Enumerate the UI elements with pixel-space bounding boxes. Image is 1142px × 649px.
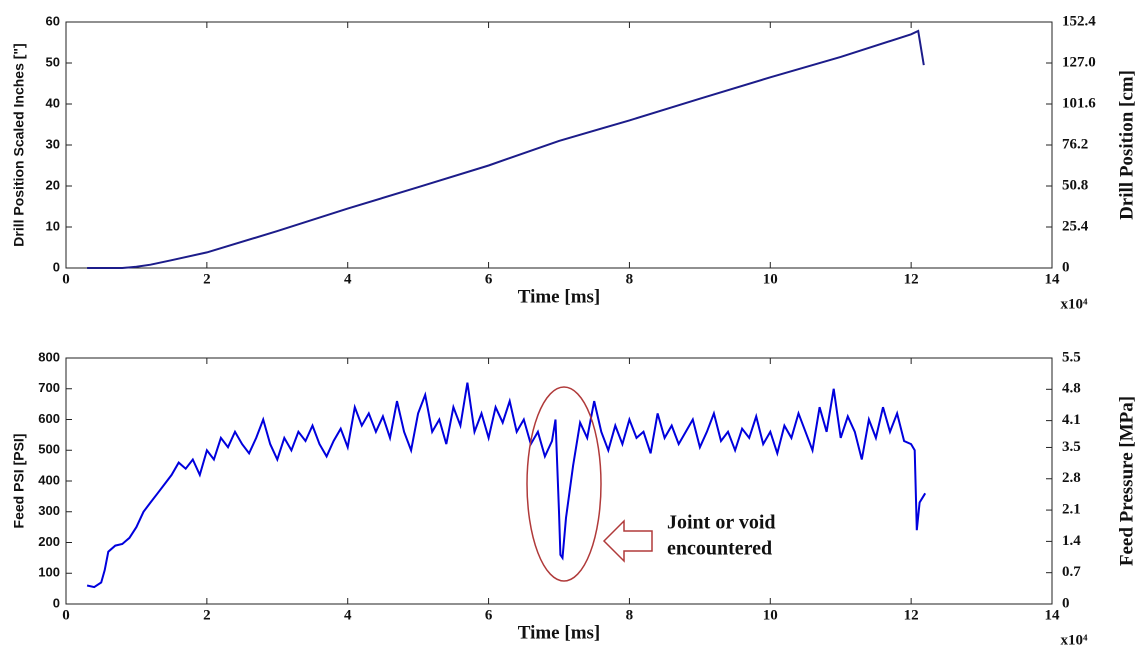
y2-tick-label: 4.1 bbox=[1062, 412, 1081, 428]
annotation-text: Joint or void bbox=[667, 512, 776, 534]
y2-tick-label: 2.1 bbox=[1062, 502, 1081, 518]
y-axis-label: Drill Position Scaled Inches ["] bbox=[11, 43, 27, 246]
y2-tick-label: 76.2 bbox=[1062, 136, 1088, 152]
y2-tick-label: 3.5 bbox=[1062, 439, 1081, 455]
y-tick-label: 0 bbox=[53, 259, 60, 274]
y2-axis-label: Feed Pressure [MPa] bbox=[1116, 396, 1137, 566]
x-tick-label: 12 bbox=[904, 607, 919, 623]
x-axis-label: Time [ms] bbox=[518, 286, 601, 307]
x-axis-label: Time [ms] bbox=[518, 622, 601, 643]
x-tick-label: 6 bbox=[485, 271, 493, 287]
y2-tick-label: 1.4 bbox=[1062, 533, 1081, 549]
y-tick-label: 700 bbox=[38, 380, 60, 395]
y2-tick-label: 4.8 bbox=[1062, 381, 1081, 397]
y-tick-label: 200 bbox=[38, 534, 60, 549]
y-tick-label: 500 bbox=[38, 442, 60, 457]
y2-tick-label: 0.7 bbox=[1062, 564, 1081, 580]
y2-tick-label: 2.8 bbox=[1062, 470, 1081, 486]
y-tick-label: 60 bbox=[46, 13, 60, 28]
y-tick-label: 600 bbox=[38, 411, 60, 426]
y2-tick-label: 101.6 bbox=[1062, 95, 1096, 111]
annotation-arrow bbox=[602, 519, 653, 563]
x-multiplier: x10⁴ bbox=[1061, 296, 1089, 312]
plot-frame bbox=[65, 21, 1053, 269]
y-tick-label: 50 bbox=[46, 54, 60, 69]
annotation-ellipse bbox=[526, 386, 602, 582]
x-tick-label: 4 bbox=[344, 607, 352, 623]
x-tick-label: 12 bbox=[904, 271, 919, 287]
y-tick-label: 40 bbox=[46, 95, 60, 110]
x-tick-label: 14 bbox=[1045, 607, 1061, 623]
y2-tick-label: 25.4 bbox=[1062, 218, 1089, 234]
x-tick-label: 10 bbox=[763, 271, 778, 287]
x-tick-label: 2 bbox=[203, 271, 211, 287]
y-tick-label: 300 bbox=[38, 503, 60, 518]
x-tick-label: 0 bbox=[62, 607, 70, 623]
x-tick-label: 6 bbox=[485, 607, 493, 623]
x-tick-label: 8 bbox=[626, 607, 634, 623]
y-tick-label: 30 bbox=[46, 136, 60, 151]
y2-tick-label: 0 bbox=[1062, 595, 1070, 611]
y-tick-label: 0 bbox=[53, 595, 60, 610]
y-tick-label: 400 bbox=[38, 472, 60, 487]
x-multiplier: x10⁴ bbox=[1061, 632, 1089, 648]
x-tick-label: 4 bbox=[344, 271, 352, 287]
data-line bbox=[86, 382, 927, 589]
x-tick-label: 10 bbox=[763, 607, 778, 623]
y2-tick-label: 152.4 bbox=[1062, 13, 1096, 29]
x-tick-label: 14 bbox=[1045, 271, 1061, 287]
y-tick-label: 10 bbox=[46, 218, 60, 233]
y-tick-label: 100 bbox=[38, 565, 60, 580]
x-tick-label: 8 bbox=[626, 271, 634, 287]
y-tick-label: 800 bbox=[38, 349, 60, 364]
y-tick-label: 20 bbox=[46, 177, 60, 192]
y2-axis-label: Drill Position [cm] bbox=[1116, 70, 1137, 220]
y2-tick-label: 0 bbox=[1062, 259, 1070, 275]
x-tick-label: 0 bbox=[62, 271, 70, 287]
y-axis-label: Feed PSI [PSI] bbox=[11, 434, 27, 529]
annotation-text: encountered bbox=[667, 538, 772, 560]
y2-tick-label: 5.5 bbox=[1062, 349, 1081, 365]
y2-tick-label: 127.0 bbox=[1062, 54, 1096, 70]
x-tick-label: 2 bbox=[203, 607, 211, 623]
y2-tick-label: 50.8 bbox=[1062, 177, 1088, 193]
plot-frame bbox=[65, 357, 1053, 605]
data-line bbox=[87, 29, 925, 269]
